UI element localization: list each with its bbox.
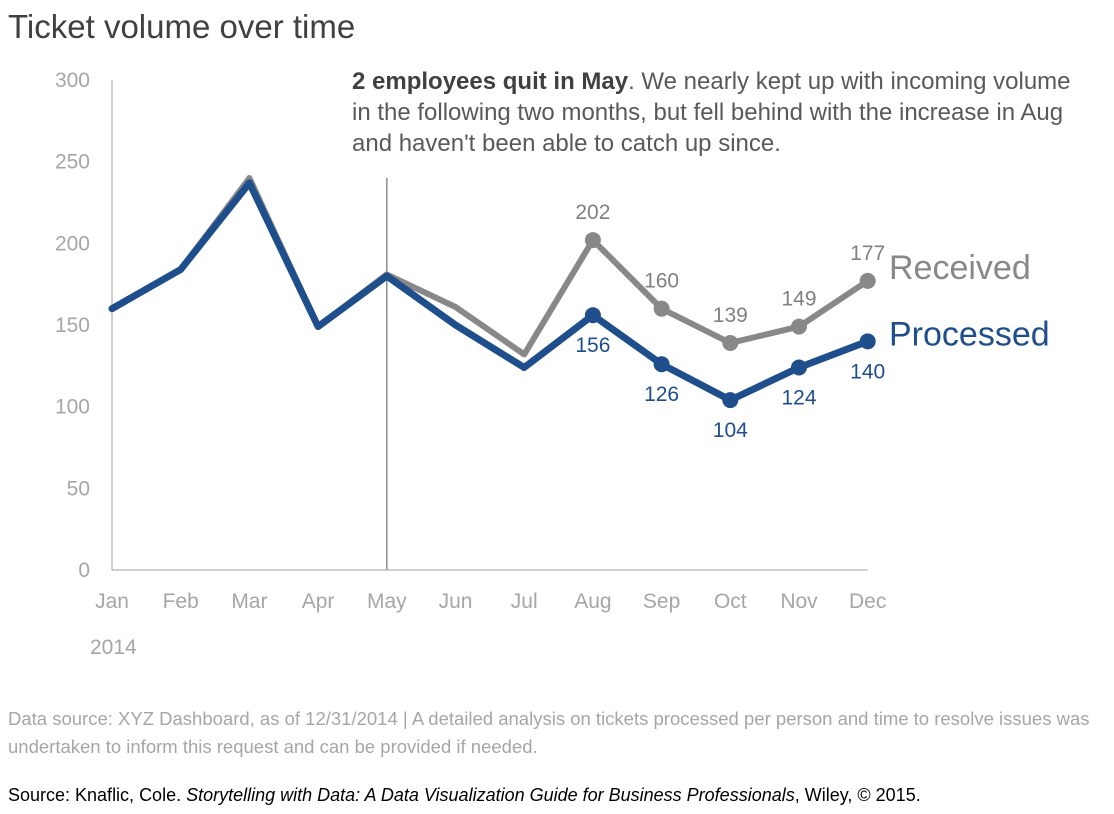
line-chart: 0 50 100 150 200 250 300 Jan Feb Mar Apr May Jun Jul… (55, 69, 1050, 659)
x-tick-label: Mar (231, 590, 267, 613)
credit-prefix: Source: Knaflic, Cole. (8, 785, 187, 805)
x-tick-label: Feb (163, 590, 199, 613)
y-tick-label: 150 (55, 314, 90, 337)
data-label-processed: 156 (575, 334, 610, 357)
series-name-label-received: Received (889, 249, 1031, 287)
series-line-received (109, 175, 871, 358)
x-tick-label: Jun (439, 590, 473, 613)
point-marker-received (859, 272, 876, 289)
data-label-processed: 124 (781, 386, 816, 409)
footnote: Data source: XYZ Dashboard, as of 12/31/… (8, 708, 1090, 757)
y-tick-label: 50 (67, 477, 90, 500)
series-name-label-processed: Processed (889, 315, 1050, 353)
data-label-received: 177 (850, 242, 885, 265)
x-tick-label: Apr (302, 590, 335, 613)
point-marker-processed (859, 333, 876, 350)
y-tick-label: 100 (55, 396, 90, 419)
point-marker-received (791, 318, 807, 335)
point-marker-processed (653, 356, 670, 373)
chart-title: Ticket volume over time (8, 8, 356, 45)
x-tick-label: Sep (643, 590, 680, 613)
credit-book-title: Storytelling with Data: A Data Visualiza… (186, 785, 795, 805)
x-tick-label: Oct (714, 590, 747, 613)
data-label-processed: 104 (713, 419, 748, 442)
annotation: 2 employees quit in May. We nearly kept … (352, 66, 1092, 159)
x-tick-label: May (367, 590, 407, 613)
data-label-processed: 140 (850, 360, 885, 383)
data-label-received: 160 (644, 270, 679, 293)
source-credit: Source: Knaflic, Cole. Storytelling with… (8, 785, 1108, 806)
point-marker-received (722, 334, 739, 351)
annotation-bold: 2 employees quit in May (352, 68, 629, 95)
x-axis: Jan Feb Mar Apr May Jun Jul Aug Sep Oct Nov Dec 2014 (90, 569, 886, 659)
series-line-processed (108, 179, 872, 404)
data-label-processed: 126 (644, 383, 679, 406)
credit-suffix: , Wiley, © 2015. (794, 785, 921, 805)
year-label: 2014 (90, 636, 137, 659)
annotation-text: . We nearly kept up with incoming volume… (352, 68, 1071, 157)
y-tick-label: 250 (55, 151, 90, 174)
x-tick-label: Aug (574, 590, 611, 613)
y-tick-label: 0 (78, 559, 90, 582)
data-label-received: 139 (713, 304, 748, 327)
x-tick-label: Nov (780, 590, 818, 613)
y-tick-label: 200 (55, 232, 90, 255)
point-marker-received (584, 232, 601, 249)
x-tick-label: Dec (849, 590, 886, 613)
point-marker-processed (722, 392, 739, 409)
point-marker-received (653, 300, 670, 317)
x-tick-label: Jan (95, 590, 129, 613)
data-labels: 202 160 139 149 177 Received 156 126 104 124 140Pr… (575, 201, 1049, 442)
x-tick-label: Jul (511, 590, 538, 613)
data-label-received: 149 (781, 288, 816, 311)
data-label-received: 202 (575, 201, 610, 224)
y-axis: 0 50 100 150 200 250 300 (55, 69, 113, 582)
point-marker-processed (584, 307, 601, 324)
series-group (108, 175, 876, 570)
y-tick-label: 300 (55, 69, 90, 92)
point-marker-processed (791, 359, 807, 376)
